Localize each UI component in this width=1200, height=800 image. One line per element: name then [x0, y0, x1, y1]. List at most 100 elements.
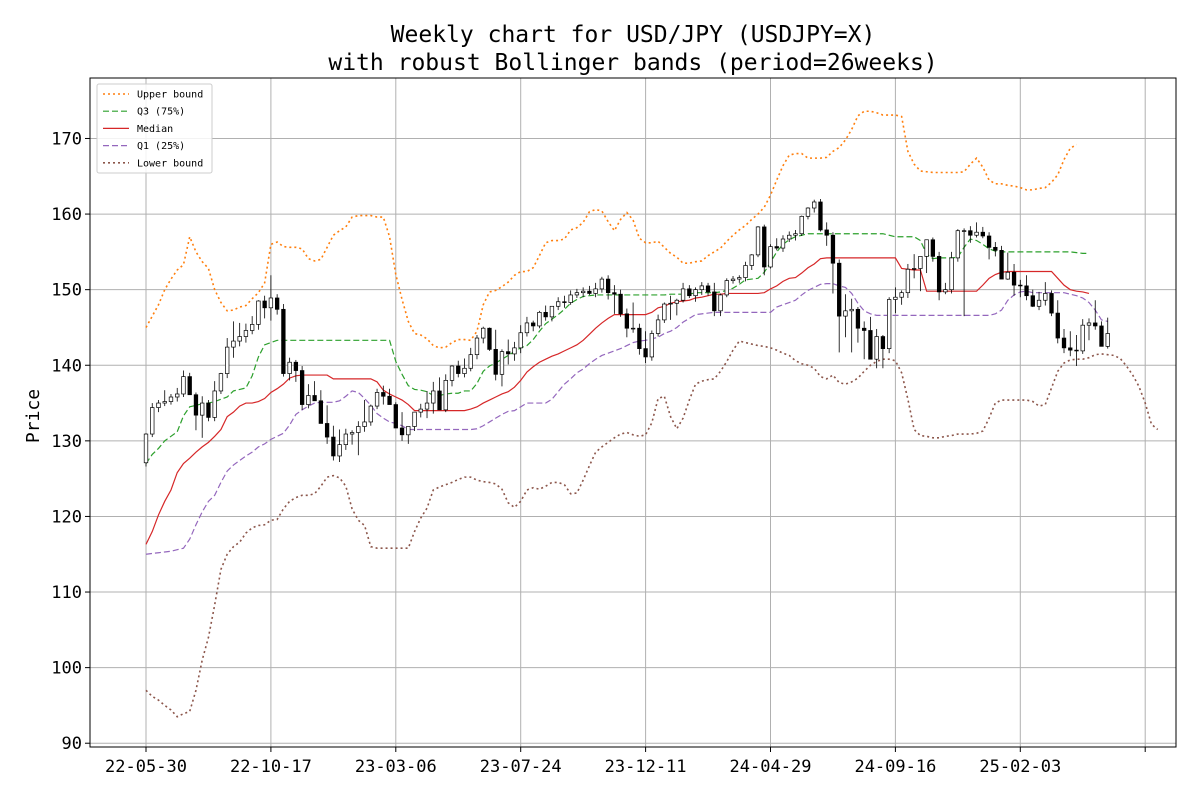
- candle-body-down: [587, 290, 592, 294]
- candle: [768, 244, 773, 269]
- candle: [337, 429, 342, 463]
- candle: [562, 295, 567, 308]
- candle-body-down: [381, 392, 386, 397]
- candle: [424, 390, 430, 419]
- candle: [961, 228, 967, 317]
- candle-body-up: [362, 421, 367, 427]
- candle-body-up: [156, 402, 161, 408]
- q3-75-line: [145, 233, 1089, 464]
- candle-body-up: [499, 351, 505, 375]
- candle-body-up: [462, 367, 467, 374]
- candle-body-down: [855, 308, 861, 329]
- candle-body-down: [393, 404, 398, 429]
- candle: [687, 285, 692, 298]
- x-tick-label: 24-09-16: [854, 757, 936, 777]
- candle: [918, 256, 923, 292]
- candle: [924, 239, 929, 274]
- candle: [162, 390, 167, 407]
- candle-body-up: [974, 231, 979, 236]
- candle: [543, 305, 548, 321]
- candle-body-up: [306, 395, 311, 405]
- candle-body-down: [612, 292, 617, 295]
- candle: [862, 321, 867, 360]
- candle: [399, 412, 405, 441]
- candle-body-down: [637, 327, 642, 349]
- candle-body-down: [936, 256, 942, 293]
- candle-body-up: [718, 294, 723, 312]
- candle-body-down: [862, 327, 867, 331]
- candle: [556, 297, 561, 311]
- y-axis-label: Price: [23, 389, 44, 443]
- candle: [624, 308, 630, 338]
- candle-body-down: [437, 390, 442, 411]
- candle-body-down: [318, 400, 324, 424]
- candle: [306, 384, 311, 409]
- candle-body-up: [787, 234, 792, 240]
- candle: [649, 330, 654, 361]
- candle-body-up: [481, 327, 486, 339]
- candle: [356, 421, 361, 456]
- candle: [593, 282, 598, 298]
- candle: [274, 294, 280, 315]
- candle-body-up: [580, 290, 586, 294]
- legend-label: Q3 (75%): [137, 107, 185, 118]
- candle-body-down: [818, 201, 823, 231]
- candle-body-down: [986, 235, 992, 248]
- y-tick-label: 90: [62, 734, 82, 754]
- candle-body-down: [1099, 325, 1104, 347]
- candle: [206, 400, 211, 422]
- x-tick-label: 25-02-03: [979, 757, 1061, 777]
- candle: [955, 229, 960, 262]
- candle-body-up: [568, 294, 573, 303]
- candle-body-up: [755, 226, 761, 256]
- candle: [999, 245, 1004, 280]
- candle: [200, 396, 205, 438]
- candle: [299, 366, 305, 410]
- candle-body-down: [399, 427, 405, 436]
- candle-body-up: [150, 407, 155, 435]
- candle-body-down: [712, 291, 717, 312]
- candle: [574, 288, 580, 298]
- candle-body-up: [749, 254, 754, 266]
- candle-body-up: [537, 311, 542, 327]
- candle: [774, 238, 779, 251]
- candle-body-up: [768, 246, 773, 268]
- candle: [730, 276, 736, 284]
- candle: [1093, 300, 1098, 330]
- candle: [899, 290, 904, 305]
- candle-body-up: [843, 310, 848, 317]
- candle-body-up: [918, 256, 923, 269]
- candle: [468, 347, 473, 372]
- candle: [487, 327, 492, 351]
- candle: [599, 276, 605, 293]
- candle-body-down: [331, 436, 336, 457]
- candle: [905, 263, 911, 298]
- legend-box: [96, 83, 213, 174]
- candle: [237, 322, 242, 347]
- candle-body-down: [643, 348, 648, 358]
- candle-body-down: [1030, 295, 1035, 307]
- candle: [637, 323, 642, 355]
- candle: [1068, 331, 1073, 357]
- candle: [887, 297, 892, 354]
- candle: [1043, 282, 1048, 306]
- candle: [943, 282, 948, 295]
- candle-body-down: [543, 311, 548, 318]
- candle-body-up: [662, 303, 667, 321]
- candle: [911, 254, 917, 279]
- y-tick-label: 140: [51, 356, 82, 376]
- candle-body-up: [961, 230, 967, 232]
- candle: [293, 359, 299, 382]
- candle: [605, 275, 611, 300]
- lower-bound-line: [145, 340, 1159, 718]
- y-tick-label: 100: [51, 659, 82, 679]
- candle-body-up: [1005, 271, 1010, 280]
- candle-body-down: [1068, 347, 1073, 351]
- candle: [268, 275, 274, 321]
- candle-body-up: [574, 292, 580, 296]
- candle-body-up: [418, 408, 423, 413]
- candle: [993, 242, 998, 257]
- candle-body-down: [830, 234, 836, 264]
- candle-body-up: [349, 432, 355, 435]
- candle: [968, 226, 973, 243]
